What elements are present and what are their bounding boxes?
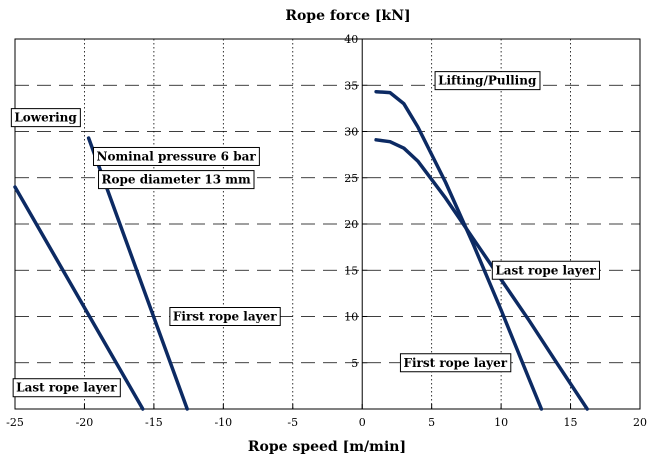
x-tick-label: 20 [633,416,647,429]
annotation-box [434,71,541,91]
annotation-label: Nominal pressure 6 bar [93,146,260,166]
y-tick-label: 25 [344,172,358,185]
series-line [374,89,544,411]
y-tick-label: 5 [351,357,358,370]
y-tick-label: 15 [344,264,358,277]
x-tick-label: 5 [428,416,435,429]
annotation-label: Rope diameter 13 mm [98,170,255,190]
x-tick-label: 0 [359,416,366,429]
annotation-box [93,146,260,166]
annotation-text: Rope diameter 13 mm [102,173,251,187]
annotation-box [169,307,281,326]
annotation-text: Last rope layer [16,381,117,395]
x-tick-label: -10 [214,416,232,429]
y-tick-label: 35 [344,79,358,92]
annotation-box [98,170,255,190]
axes: 5 10 15 20 25 30 35 40 -25 -20 -15 -10 -5 0 5 10 15 20 [6,33,647,429]
y-axis-title: Rope force [kN] [285,8,410,24]
data-series [13,89,589,411]
x-tick-label: -15 [145,416,163,429]
x-tick-label: -20 [76,416,94,429]
series-line [13,185,145,411]
annotation-text: Lowering [14,111,77,125]
annotation-box [12,378,121,398]
annotation-label: Last rope layer [12,378,121,398]
annotation-text: Lifting/Pulling [438,74,537,88]
annotation-label: Last rope layer [491,260,600,280]
annotation-label: Lifting/Pulling [434,71,541,91]
annotation-text: First rope layer [403,356,507,370]
y-tick-label: 10 [344,311,358,324]
x-tick-label: 15 [564,416,578,429]
annotation-text: Last rope layer [495,263,596,277]
y-tick-label: 20 [344,218,358,231]
annotation-text: Nominal pressure 6 bar [97,149,257,163]
x-tick-label: -25 [6,416,24,429]
annotation-label: Lowering [10,108,81,128]
annotation-label: First rope layer [169,307,281,326]
x-tick-label: 10 [494,416,508,429]
grid-lines [15,39,640,409]
x-axis-title: Rope speed [m/min] [248,439,406,455]
annotations: Lifting/Pulling Lowering Nominal pressure … [10,71,600,398]
y-tick-label: 30 [344,126,358,139]
series-line [374,138,589,411]
annotation-box [10,108,81,128]
annotation-box [399,353,512,373]
y-tick-label: 40 [344,33,358,46]
annotation-box [491,260,600,280]
annotation-label: First rope layer [399,353,512,373]
annotation-text: First rope layer [173,310,277,324]
x-tick-label: -5 [287,416,298,429]
